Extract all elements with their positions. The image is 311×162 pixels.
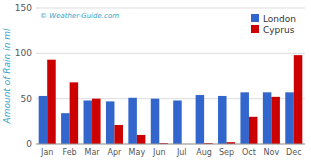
chart-svg: 0 50 100 150 Jan Feb Mar Apr May Jun Jul Aug Sep Oct N…: [0, 0, 311, 162]
legend-swatch: [251, 25, 259, 33]
y-tick-label: 100: [15, 48, 32, 58]
grid: [36, 8, 305, 144]
bar: [271, 97, 280, 144]
bar: [173, 100, 182, 144]
bar: [39, 96, 48, 144]
y-tick-label: 0: [26, 139, 32, 149]
x-tick-label: Jun: [152, 148, 166, 157]
x-tick-label: Jul: [176, 148, 187, 157]
bar: [285, 92, 294, 144]
bar: [114, 125, 123, 144]
x-tick-label: Nov: [264, 148, 280, 157]
bar: [294, 55, 303, 144]
y-tick-label: 50: [21, 94, 33, 104]
bar: [61, 113, 70, 144]
watermark: © Weather-Guide.com: [40, 12, 119, 20]
bar: [47, 60, 56, 144]
bar: [84, 100, 93, 144]
bar: [92, 99, 101, 144]
x-tick-label: Sep: [219, 148, 234, 157]
x-axis-line: [36, 144, 305, 145]
legend-swatch: [251, 14, 259, 22]
bar: [263, 92, 272, 144]
y-tick-label: 150: [15, 3, 32, 13]
x-tick-label: Dec: [286, 148, 301, 157]
x-tick-label: May: [129, 148, 146, 157]
grid-line: [36, 53, 305, 54]
bar: [196, 95, 205, 144]
y-axis-label: Amount of Rain in ml: [2, 28, 12, 124]
x-tick-label: Apr: [108, 148, 123, 157]
bar: [70, 82, 79, 144]
bar: [218, 96, 227, 144]
x-tick-label: Feb: [63, 148, 77, 157]
x-tick-label: Aug: [196, 148, 212, 157]
bar: [240, 92, 249, 144]
bar: [151, 99, 160, 144]
bar: [249, 117, 258, 144]
legend: LondonCyprus: [251, 14, 296, 35]
bar: [106, 101, 115, 144]
legend-label: London: [263, 14, 296, 24]
grid-line: [36, 8, 305, 9]
chart-container: 0 50 100 150 Jan Feb Mar Apr May Jun Jul Aug Sep Oct N…: [0, 0, 311, 162]
bar: [137, 135, 146, 144]
legend-label: Cyprus: [263, 25, 295, 35]
bar: [128, 98, 137, 144]
grid-line: [36, 144, 305, 145]
x-tick-label: Mar: [84, 148, 100, 157]
x-tick-label: Oct: [242, 148, 256, 157]
bars: [39, 55, 303, 144]
x-tick-label: Jan: [40, 148, 53, 157]
